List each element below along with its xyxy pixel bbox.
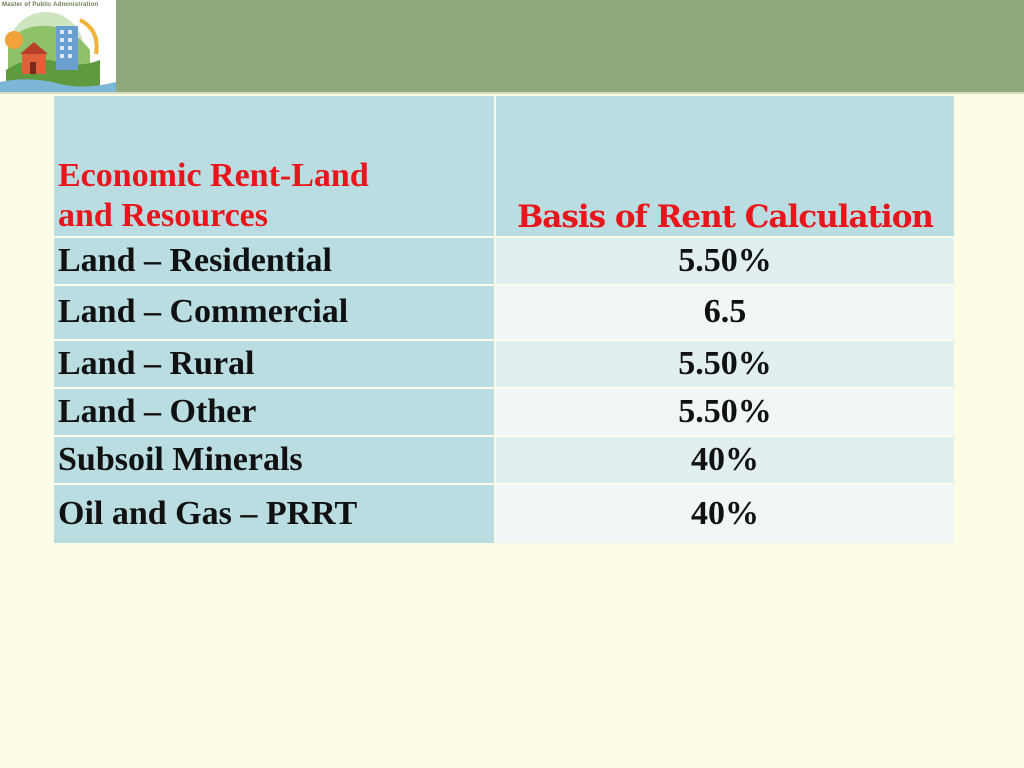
header-basis-of-rent: Basis of Rent Calculation bbox=[494, 94, 956, 238]
row-value: 40% bbox=[494, 435, 956, 485]
table-row: Land – Other 5.50% bbox=[52, 387, 956, 437]
row-value: 40% bbox=[494, 483, 956, 545]
logo: Master of Public Administration bbox=[0, 0, 116, 92]
header-economic-rent: Economic Rent-Land and Resources bbox=[52, 94, 496, 238]
header-col1-line1: Economic Rent-Land bbox=[58, 156, 369, 194]
row-name: Oil and Gas – PRRT bbox=[52, 483, 496, 545]
city-landscape-logo-icon bbox=[0, 10, 116, 92]
row-name: Land – Other bbox=[52, 387, 496, 437]
row-value: 5.50% bbox=[494, 387, 956, 437]
header-band: Master of Public Administration bbox=[0, 0, 1024, 94]
row-name: Land – Commercial bbox=[52, 284, 496, 341]
table-row: Land – Residential 5.50% bbox=[52, 236, 956, 286]
table-row: Subsoil Minerals 40% bbox=[52, 435, 956, 485]
row-name: Land – Residential bbox=[52, 236, 496, 286]
table-row: Land – Rural 5.50% bbox=[52, 339, 956, 389]
row-value: 5.50% bbox=[494, 236, 956, 286]
row-value: 5.50% bbox=[494, 339, 956, 389]
row-name: Land – Rural bbox=[52, 339, 496, 389]
row-value: 6.5 bbox=[494, 284, 956, 341]
header-col1-line2: and Resources bbox=[58, 196, 268, 234]
row-name: Subsoil Minerals bbox=[52, 435, 496, 485]
rent-table: Economic Rent-Land and Resources Basis o… bbox=[52, 94, 956, 545]
table-row: Oil and Gas – PRRT 40% bbox=[52, 483, 956, 545]
logo-caption: Master of Public Administration bbox=[2, 2, 99, 8]
table-row: Land – Commercial 6.5 bbox=[52, 284, 956, 341]
table-header-row: Economic Rent-Land and Resources Basis o… bbox=[52, 94, 956, 238]
